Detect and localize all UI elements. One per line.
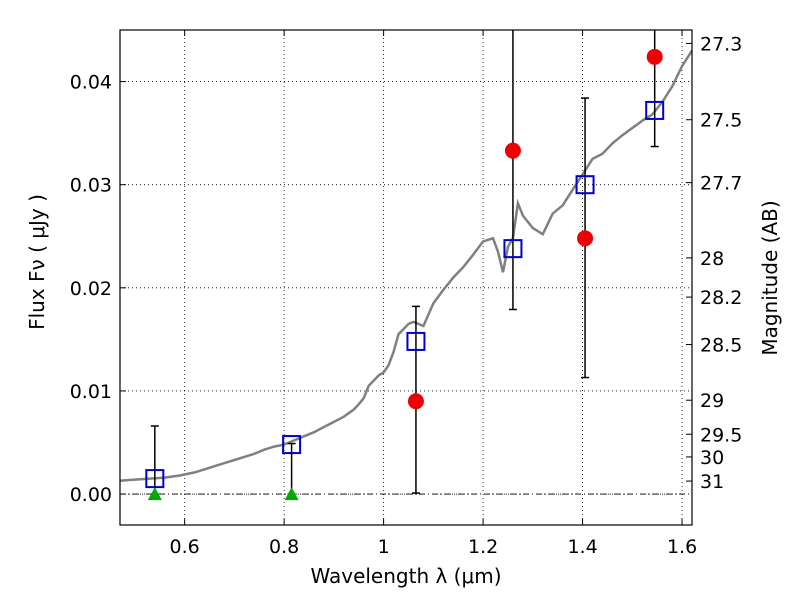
mag-tick-label: 29.5: [700, 424, 742, 446]
mag-tick-label: 27.5: [700, 110, 742, 132]
y-tick-label: 0.04: [70, 72, 112, 94]
model-photometry-square: [575, 175, 595, 195]
mag-tick-label: 31: [700, 471, 724, 493]
x-tick-label: 1.6: [667, 536, 697, 558]
mag-tick-label: 28: [700, 248, 724, 270]
model-photometry-square: [282, 435, 302, 455]
observed-flux-point: [407, 393, 424, 410]
axis-ticks: 0.6 0.8 1 1.2 1.4 1.6 0.00 0.01 0.02 0.03 0.04 27.3…: [70, 30, 742, 558]
upper-limit-triangle: [284, 487, 299, 501]
y-tick-label: 0.01: [70, 381, 112, 403]
model-photometry-square: [406, 331, 426, 351]
mag-tick-label: 27.7: [700, 173, 742, 195]
y-axis-label: Flux Fν ( μJy ): [25, 194, 49, 330]
y-tick-label: 0.02: [70, 278, 112, 300]
model-photometry-square: [503, 239, 523, 259]
mag-tick-label: 30: [700, 447, 724, 469]
y-tick-label: 0.03: [70, 175, 112, 197]
markers: [145, 48, 665, 501]
spectrum-line: [119, 49, 694, 482]
spectrum-series: [119, 49, 694, 482]
x-tick-label: 1.2: [468, 536, 498, 558]
mag-tick-label: 28.5: [700, 335, 742, 357]
plot-frame: [119, 29, 693, 526]
model-photometry-square: [645, 100, 665, 120]
x-tick-label: 1: [378, 536, 390, 558]
observed-flux-point: [504, 142, 521, 159]
x-axis-label: Wavelength λ (μm): [310, 564, 501, 588]
observed-flux-point: [646, 48, 663, 65]
x-tick-label: 1.4: [567, 536, 597, 558]
y2-axis-label: Magnitude (AB): [758, 200, 782, 355]
x-tick-label: 0.6: [170, 536, 200, 558]
x-tick-label: 0.8: [269, 536, 299, 558]
mag-tick-label: 28.2: [700, 287, 742, 309]
model-photometry-square: [145, 469, 165, 489]
mag-tick-label: 29: [700, 390, 724, 412]
y-tick-label: 0.00: [70, 484, 112, 506]
observed-flux-point: [577, 230, 594, 247]
grid: [120, 30, 692, 525]
upper-limit-triangle: [147, 487, 162, 501]
mag-tick-label: 27.3: [700, 33, 742, 55]
